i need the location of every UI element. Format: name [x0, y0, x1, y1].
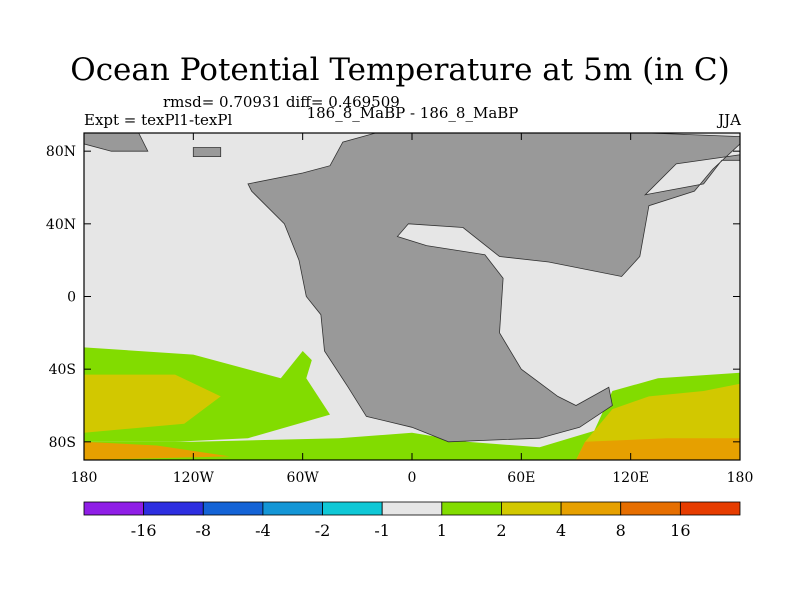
colorbar-label: -2 — [315, 521, 331, 540]
season-label: JJA — [718, 111, 741, 129]
colorbar-swatch — [501, 501, 562, 516]
colorbar-label: -1 — [374, 521, 390, 540]
x-tick-label: 60W — [287, 470, 320, 486]
colorbar-swatch — [143, 501, 204, 516]
colorbar-swatch — [83, 501, 145, 516]
colorbar-swatch — [679, 501, 741, 516]
colorbar-swatch — [381, 501, 443, 516]
x-tick-label: 180 — [727, 470, 754, 486]
colorbar-label: 16 — [670, 521, 690, 540]
y-tick-label: 40N — [46, 217, 76, 233]
y-tick-label: 80N — [46, 144, 76, 160]
x-tick-label: 120W — [173, 470, 215, 486]
x-tick-label: 120E — [612, 470, 649, 486]
colorbar-swatch — [620, 501, 681, 516]
case-label: 186_8_MaBP - 186_8_MaBP — [306, 104, 519, 122]
colorbar-label: -16 — [131, 521, 157, 540]
land-arctic-islet — [192, 147, 222, 158]
x-tick-label: 60E — [507, 470, 535, 486]
colorbar-label: 4 — [556, 521, 566, 540]
stats-label: rmsd= 0.70931 diff= 0.469509 — [163, 93, 400, 111]
x-tick-label: 180 — [71, 470, 98, 486]
colorbar-swatch — [202, 501, 264, 516]
y-tick-label: 40S — [49, 362, 76, 378]
colorbar-label: 8 — [616, 521, 626, 540]
colorbar: -16 -8 -4 -2 -1 1 2 4 8 16 — [83, 501, 741, 540]
y-tick-label: 80S — [49, 435, 76, 451]
x-tick-label: 0 — [408, 470, 417, 486]
colorbar-label: 2 — [496, 521, 506, 540]
anomaly-southern-band — [84, 372, 740, 460]
map-plot-area — [83, 132, 741, 461]
colorbar-swatch — [441, 501, 502, 516]
anomaly-southeast-hot — [576, 438, 740, 460]
colorbar-swatch — [262, 501, 323, 516]
chart-title: Ocean Potential Temperature at 5m (in C) — [70, 52, 730, 88]
map-axes: 180 120W 60W 0 60E 120E 180 80N 40N 0 40S 80S — [46, 133, 753, 486]
colorbar-label: -8 — [195, 521, 211, 540]
experiment-label: Expt = texPl1-texPl — [84, 111, 233, 129]
colorbar-swatch — [322, 501, 383, 516]
colorbar-label: 1 — [437, 521, 447, 540]
anomaly-southwest-warm — [84, 374, 221, 433]
y-tick-label: 0 — [67, 290, 76, 306]
colorbar-swatch — [560, 501, 622, 516]
colorbar-label: -4 — [255, 521, 271, 540]
